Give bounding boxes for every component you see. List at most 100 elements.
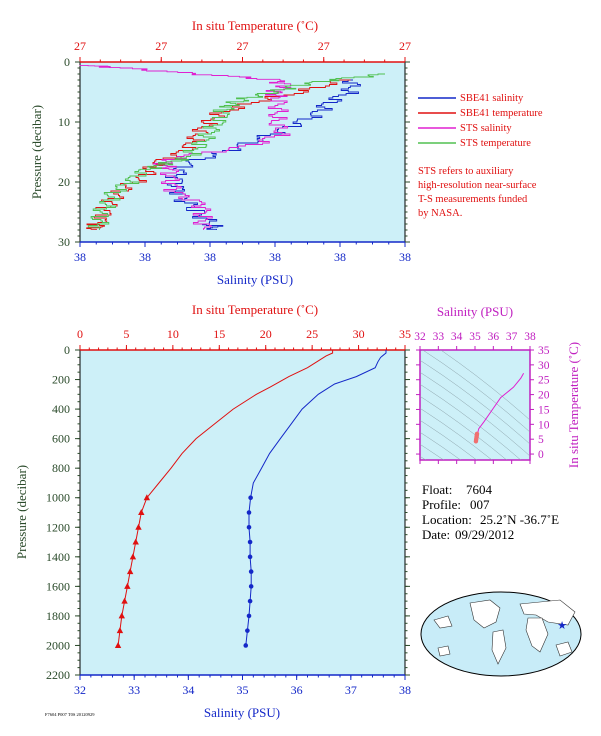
map-land-south-america <box>491 629 507 665</box>
ts-density-contour <box>440 350 530 421</box>
ts-temp-tick-label: 25 <box>538 375 550 387</box>
main-salinity-marker <box>247 554 253 560</box>
main-temp-tick-label: 30 <box>353 327 365 341</box>
main-plot-area <box>79 349 406 676</box>
ts-density-contour <box>420 371 530 457</box>
main-sal-tick-label: 33 <box>128 683 140 697</box>
main-temp-tick-label: 20 <box>260 327 272 341</box>
map-land-north-america <box>469 599 501 629</box>
main-salinity-marker <box>247 539 253 545</box>
main-temperature-marker <box>124 582 131 589</box>
legend-label-sbe41-temperature: SBE41 temperature <box>460 108 543 119</box>
main-salinity-marker <box>248 584 254 589</box>
note-line-3: T-S measurements funded <box>418 194 528 205</box>
main-temp-tick-label: 5 <box>123 327 129 341</box>
legend-label-sts-temperature: STS temperature <box>460 138 531 149</box>
ts-temp-axis-label: In situ Temperature (˚C) <box>566 342 581 468</box>
top-pressure-axis-label: Pressure (decibar) <box>29 105 44 199</box>
top-sal-tick-label: 38 <box>334 250 346 264</box>
main-temperature-marker <box>121 597 128 604</box>
world-map: ★ <box>420 591 582 677</box>
top-chart: In situ Temperature (˚C) 27 27 27 27 27 38 38… <box>29 18 411 287</box>
ts-temp-tick-label: 30 <box>538 360 550 372</box>
top-sal-tick-label: 38 <box>74 250 86 264</box>
main-p-tick-label: 600 <box>52 432 70 446</box>
ts-density-contour <box>420 419 478 460</box>
main-p-tick-label: 1200 <box>46 520 70 534</box>
note-line-2: high-resolution near-surface <box>418 180 537 191</box>
main-sal-tick-label: 38 <box>399 683 411 697</box>
ts-density-contour <box>420 383 522 460</box>
main-temp-tick-label: 35 <box>399 327 411 341</box>
ts-sal-tick-label: 35 <box>469 331 481 343</box>
top-series-sts-salinity <box>79 64 292 230</box>
profile-value: 007 <box>470 497 490 512</box>
main-temperature-marker <box>138 509 145 515</box>
map-land-eurasia <box>519 599 576 626</box>
ts-density-contour <box>420 455 427 460</box>
main-sal-tick-label: 36 <box>291 683 303 697</box>
main-salinity-marker <box>243 643 249 648</box>
main-temp-tick-label: 15 <box>213 327 225 341</box>
top-series-sts-temperature <box>87 73 385 230</box>
main-salinity-marker <box>246 510 252 515</box>
profile-label: Profile: <box>422 497 461 512</box>
main-sal-tick-label: 32 <box>74 683 86 697</box>
main-temp-axis-label: In situ Temperature (˚C) <box>192 302 318 317</box>
main-temperature-marker <box>126 568 134 575</box>
main-temperature-marker <box>129 553 137 560</box>
main-sal-tick-label: 34 <box>182 683 194 697</box>
map-land-asia-west-wrap <box>433 615 453 629</box>
top-p-tick-label: 30 <box>58 235 70 249</box>
ts-density-contour <box>420 359 530 445</box>
ts-inset: Salinity (PSU) 32 33 34 35 36 37 38 0 5 10 15 20 25 3… <box>414 304 581 468</box>
main-p-tick-label: 2200 <box>46 668 70 682</box>
ts-sal-tick-label: 37 <box>506 331 518 343</box>
top-p-tick-label: 10 <box>58 115 70 129</box>
date-value: 09/29/2012 <box>455 527 514 542</box>
legend-label-sts-salinity: STS salinity <box>460 123 512 134</box>
top-temp-tick-label: 27 <box>399 39 411 53</box>
main-temperature-marker <box>135 523 142 530</box>
top-temp-tick-label: 27 <box>237 39 249 53</box>
ts-density-contour <box>420 443 445 460</box>
ts-density-contour <box>420 407 493 460</box>
ts-temp-tick-label: 20 <box>538 390 550 402</box>
main-temp-tick-label: 10 <box>167 327 179 341</box>
legend: SBE41 salinity SBE41 temperature STS sal… <box>418 93 543 219</box>
profile-info: Float: 7604 Profile: 007 Location: 25.2˚… <box>422 482 559 542</box>
main-salinity-marker <box>246 524 252 530</box>
ts-marker <box>474 431 480 437</box>
main-salinity-marker <box>245 628 250 633</box>
location-label: Location: <box>422 512 472 527</box>
ts-sal-tick-label: 32 <box>414 331 426 343</box>
main-p-tick-label: 2000 <box>46 638 70 652</box>
top-plot-area <box>79 61 406 243</box>
main-temp-tick-label: 0 <box>77 327 83 341</box>
ts-sal-tick-label: 38 <box>524 331 536 343</box>
main-temp-tick-label: 25 <box>306 327 318 341</box>
note-line-4: by NASA. <box>418 208 462 219</box>
map-land-africa <box>525 617 549 653</box>
main-p-tick-label: 1600 <box>46 579 70 593</box>
note-line-1: STS refers to auxiliary <box>418 166 514 177</box>
ts-temp-tick-label: 35 <box>538 345 550 357</box>
main-salinity-marker <box>248 569 254 574</box>
main-sal-tick-label: 37 <box>345 683 357 697</box>
main-temperature-marker <box>132 538 139 545</box>
top-sal-tick-label: 38 <box>204 250 216 264</box>
location-value: 25.2˚N -36.7˚E <box>480 512 559 527</box>
main-temperature-marker <box>143 494 151 501</box>
main-salinity-marker <box>248 495 253 501</box>
top-temp-tick-label: 27 <box>155 39 167 53</box>
ts-sal-tick-label: 33 <box>433 331 445 343</box>
main-sal-axis-label: Salinity (PSU) <box>204 705 280 720</box>
map-land-australia <box>555 641 573 657</box>
main-chart: In situ Temperature (˚C) Salinity (PSU) … <box>14 302 411 720</box>
main-salinity-marker <box>246 613 252 619</box>
map-land-australia-west-wrap <box>437 645 451 657</box>
top-p-tick-label: 20 <box>58 175 70 189</box>
ts-density-contour <box>420 431 461 460</box>
top-sal-axis-label: Salinity (PSU) <box>217 272 293 287</box>
